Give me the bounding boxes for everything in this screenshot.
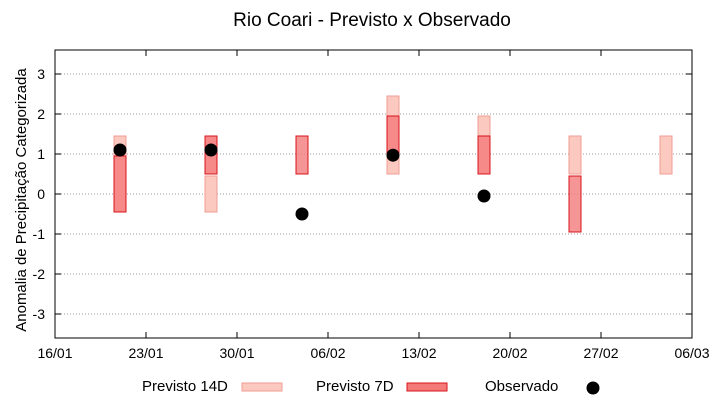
- series-observado: [113, 143, 491, 221]
- point-observado: [477, 189, 491, 203]
- x-tick-label: 06/03: [674, 345, 709, 361]
- point-observado: [295, 207, 309, 221]
- bar-previsto-7d: [568, 175, 582, 233]
- x-tick-label: 30/01: [219, 345, 254, 361]
- bar-previsto-7d: [113, 155, 127, 213]
- y-axis-label: Anomalia de Precipitação Categorizada: [13, 68, 30, 332]
- point-observado: [386, 148, 400, 162]
- bar-previsto-7d: [386, 115, 400, 155]
- point-observado: [113, 143, 127, 157]
- y-tick-label: -2: [33, 266, 46, 282]
- bar-previsto-14d: [659, 135, 673, 175]
- y-tick-label: 3: [37, 66, 45, 82]
- legend: Previsto 14D Previsto 7D Observado: [142, 378, 600, 395]
- y-axis: 3 2 1 0 -1 -2 -3: [33, 66, 692, 322]
- legend-swatch-previsto-14d: [241, 382, 283, 392]
- bar-previsto-7d: [477, 135, 491, 175]
- x-tick-label: 16/01: [37, 345, 72, 361]
- x-tick-label: 06/02: [310, 345, 345, 361]
- x-tick-label: 13/02: [401, 345, 436, 361]
- grid-lines: [55, 73, 692, 315]
- legend-label: Observado: [485, 378, 558, 395]
- x-tick-label: 23/01: [128, 345, 163, 361]
- x-tick-label: 20/02: [492, 345, 527, 361]
- x-axis: 16/01 23/01 30/01 06/02 13/02 20/02 27/02 06/03: [37, 50, 710, 361]
- chart-title: Rio Coari - Previsto x Observado: [233, 10, 511, 31]
- y-tick-label: 1: [37, 146, 45, 162]
- y-tick-label: 2: [37, 106, 45, 122]
- point-observado: [204, 143, 218, 157]
- y-tick-label: -1: [33, 226, 46, 242]
- series-previsto-7d: [113, 115, 582, 233]
- legend-swatch-previsto-7d: [406, 382, 448, 392]
- bar-previsto-14d: [568, 135, 582, 175]
- bar-previsto-7d: [295, 135, 309, 175]
- bar-previsto-14d: [204, 175, 218, 213]
- y-tick-label: -3: [33, 306, 46, 322]
- legend-label: Previsto 7D: [316, 378, 394, 395]
- legend-label: Previsto 14D: [142, 378, 228, 395]
- legend-marker-observado: [586, 381, 600, 395]
- x-tick-label: 27/02: [583, 345, 618, 361]
- y-tick-label: 0: [37, 186, 45, 202]
